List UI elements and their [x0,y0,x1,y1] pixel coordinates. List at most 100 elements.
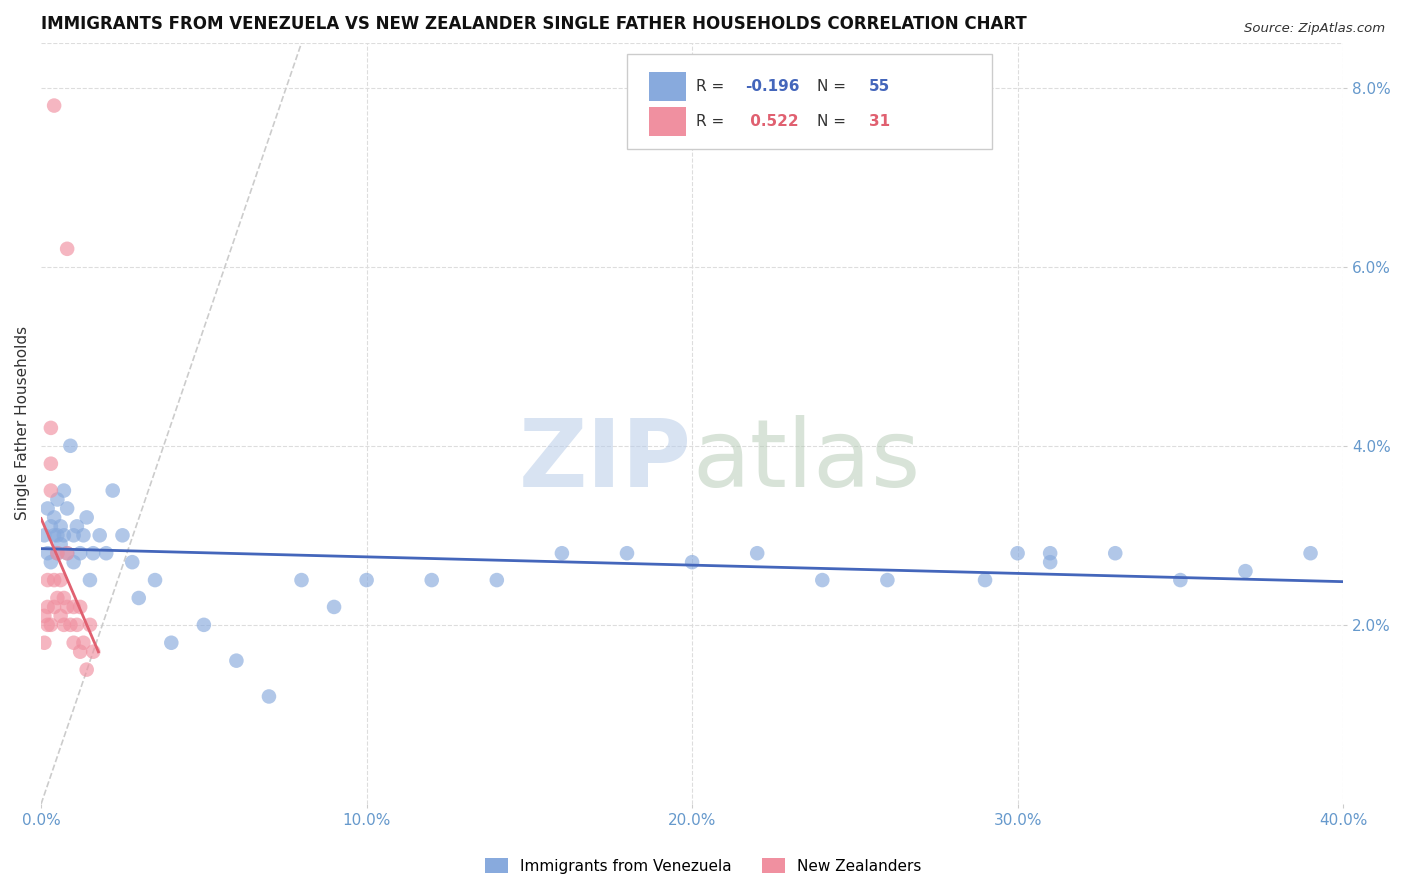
Point [1170,573,1192,587]
Point [34,608,56,623]
Point [49,573,72,587]
Point [59,439,82,453]
Point [356,573,378,587]
Point [46,591,69,605]
Point [39,618,62,632]
Point [76,510,98,524]
Point [225,654,247,668]
Point [62,636,84,650]
Point [72,528,94,542]
Point [34,636,56,650]
Point [52,591,75,605]
Point [42,510,65,524]
Point [1039,555,1062,569]
Point [811,573,834,587]
Point [1007,546,1029,560]
Point [143,573,166,587]
Point [79,618,101,632]
Text: atlas: atlas [692,416,921,508]
Point [876,573,898,587]
Point [42,573,65,587]
Point [82,645,104,659]
Text: 0.522: 0.522 [745,114,799,128]
Text: 31: 31 [869,114,890,128]
Point [39,519,62,533]
Point [52,528,75,542]
Point [290,573,312,587]
Point [46,528,69,542]
Point [96,546,118,560]
Point [66,618,89,632]
Point [49,537,72,551]
FancyBboxPatch shape [650,107,686,136]
Point [37,501,59,516]
Point [42,599,65,614]
Text: 55: 55 [869,78,890,94]
Point [39,457,62,471]
Point [56,546,79,560]
Point [551,546,574,560]
Legend: Immigrants from Venezuela, New Zealanders: Immigrants from Venezuela, New Zealander… [478,852,928,880]
Point [37,546,59,560]
Point [46,492,69,507]
Point [62,528,84,542]
Point [974,573,997,587]
Point [34,528,56,542]
Point [323,599,346,614]
Text: Source: ZipAtlas.com: Source: ZipAtlas.com [1244,22,1385,36]
Point [111,528,134,542]
Point [616,546,638,560]
Point [66,519,89,533]
Point [128,591,150,605]
Point [49,519,72,533]
Point [49,608,72,623]
Point [681,555,703,569]
Point [42,528,65,542]
Text: IMMIGRANTS FROM VENEZUELA VS NEW ZEALANDER SINGLE FATHER HOUSEHOLDS CORRELATION : IMMIGRANTS FROM VENEZUELA VS NEW ZEALAND… [41,15,1026,33]
Point [56,546,79,560]
Point [52,483,75,498]
Point [69,546,91,560]
Point [52,618,75,632]
Y-axis label: Single Father Households: Single Father Households [15,326,30,520]
Point [1234,564,1257,578]
Point [39,555,62,569]
Text: R =: R = [696,78,730,94]
Point [69,599,91,614]
Point [1104,546,1126,560]
Point [42,98,65,112]
Point [59,618,82,632]
Point [1039,546,1062,560]
Point [485,573,508,587]
Point [56,242,79,256]
Point [89,528,111,542]
Point [62,555,84,569]
FancyBboxPatch shape [627,54,991,150]
Point [46,546,69,560]
Point [101,483,124,498]
Point [82,546,104,560]
Text: N =: N = [817,114,851,128]
Point [79,573,101,587]
FancyBboxPatch shape [650,72,686,101]
Point [56,501,79,516]
Point [76,663,98,677]
Point [193,618,215,632]
Point [39,483,62,498]
Text: R =: R = [696,114,730,128]
Point [72,636,94,650]
Point [257,690,280,704]
Point [420,573,443,587]
Point [747,546,769,560]
Text: -0.196: -0.196 [745,78,800,94]
Point [56,599,79,614]
Point [62,599,84,614]
Point [37,618,59,632]
Point [1299,546,1322,560]
Text: ZIP: ZIP [519,416,692,508]
Point [39,421,62,435]
Point [121,555,143,569]
Text: N =: N = [817,78,851,94]
Point [46,546,69,560]
Point [37,599,59,614]
